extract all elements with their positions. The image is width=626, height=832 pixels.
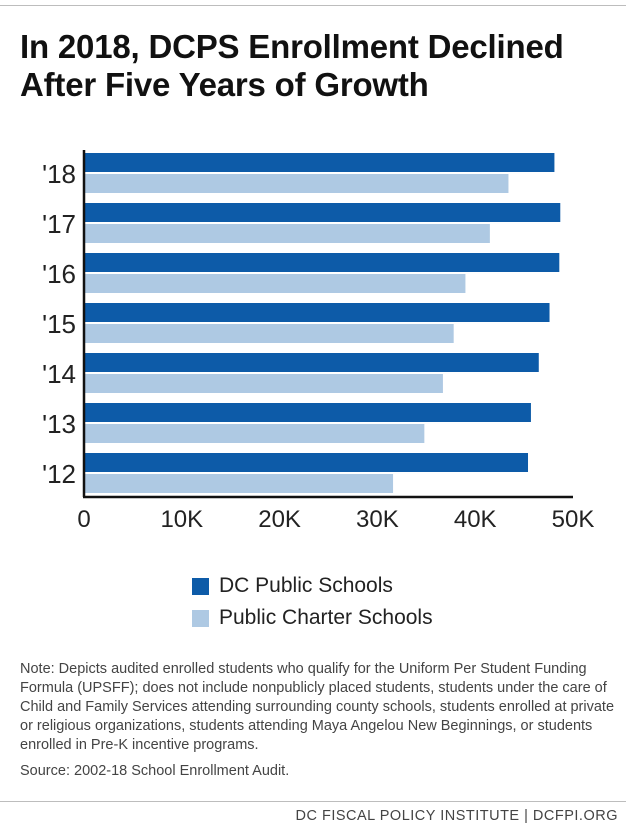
x-tick-label-40k: 40K <box>454 506 497 533</box>
legend-item-public-charter-schools: Public Charter Schools <box>192 602 433 634</box>
x-axis-ticks: 0 10K 20K 30K 40K 50K <box>77 506 594 533</box>
chart-title-line-1: In 2018, DCPS Enrollment Declined <box>20 28 564 65</box>
x-tick-label-30k: 30K <box>356 506 399 533</box>
top-rule <box>0 5 626 6</box>
enrollment-bar-chart: '18 '17 '16 '15 '14 '13 '12 0 10K 20K 30K 40K 50K <box>42 150 594 533</box>
category-label-18: '18 <box>42 159 76 189</box>
bar-dc-public-schools-14 <box>84 353 539 372</box>
footer-credit: DC FISCAL POLICY INSTITUTE | DCFPI.ORG <box>295 808 618 824</box>
category-label-14: '14 <box>42 359 76 389</box>
category-label-17: '17 <box>42 209 76 239</box>
bar-dc-public-schools-17 <box>84 203 561 222</box>
x-tick-label-50k: 50K <box>552 506 595 533</box>
chart-title: In 2018, DCPS Enrollment Declined After … <box>20 28 610 104</box>
category-label-15: '15 <box>42 309 76 339</box>
legend: DC Public Schools Public Charter Schools <box>192 570 433 634</box>
note-text: Note: Depicts audited enrolled students … <box>20 661 615 753</box>
bar-public-charter-schools-17 <box>84 224 490 243</box>
bar-public-charter-schools-15 <box>84 324 454 343</box>
chart-title-line-2: After Five Years of Growth <box>20 66 429 103</box>
legend-item-dc-public-schools: DC Public Schools <box>192 570 433 602</box>
legend-swatch-public-charter-schools <box>192 609 209 627</box>
bottom-rule <box>0 801 626 802</box>
bar-public-charter-schools-14 <box>84 374 443 393</box>
bar-public-charter-schools-16 <box>84 274 466 293</box>
category-labels: '18 '17 '16 '15 '14 '13 '12 <box>42 159 76 489</box>
x-tick-label-10k: 10K <box>160 506 203 533</box>
category-label-13: '13 <box>42 409 76 439</box>
x-tick-label-20k: 20K <box>258 506 301 533</box>
bar-dc-public-schools-15 <box>84 303 550 322</box>
x-tick-label-0: 0 <box>77 506 90 533</box>
bar-dc-public-schools-18 <box>84 153 555 172</box>
category-label-16: '16 <box>42 259 76 289</box>
bars-group <box>84 153 561 493</box>
legend-label-dc-public-schools: DC Public Schools <box>219 574 393 597</box>
bar-dc-public-schools-12 <box>84 453 529 472</box>
legend-swatch-dc-public-schools <box>192 577 209 595</box>
legend-label-public-charter-schools: Public Charter Schools <box>219 606 433 629</box>
bar-dc-public-schools-16 <box>84 253 560 272</box>
bar-dc-public-schools-13 <box>84 403 531 422</box>
bar-public-charter-schools-18 <box>84 174 509 193</box>
source-text: Source: 2002-18 School Enrollment Audit. <box>20 763 290 779</box>
category-label-12: '12 <box>42 459 76 489</box>
bar-public-charter-schools-12 <box>84 474 394 493</box>
bar-public-charter-schools-13 <box>84 424 425 443</box>
